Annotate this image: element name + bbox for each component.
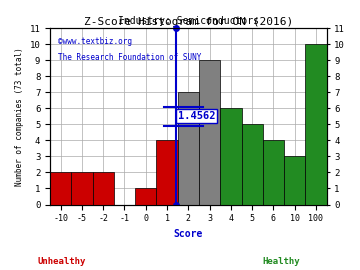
Bar (305, 44, 327, 204)
Text: Healthy: Healthy (262, 257, 300, 266)
Text: 1.4562: 1.4562 (178, 111, 215, 121)
Text: The Research Foundation of SUNY: The Research Foundation of SUNY (58, 53, 202, 62)
Bar (178, 92, 199, 204)
Text: Industry: Semiconductors: Industry: Semiconductors (118, 16, 259, 26)
Bar (199, 60, 220, 204)
Bar (93, 173, 114, 204)
Text: Unhealthy: Unhealthy (37, 257, 85, 266)
Bar (50, 173, 71, 204)
Bar (156, 140, 178, 204)
Bar (71, 173, 93, 204)
Bar (284, 156, 305, 204)
X-axis label: Score: Score (174, 229, 203, 239)
Bar (220, 108, 242, 204)
Title: Z-Score Histogram for ON (2016): Z-Score Histogram for ON (2016) (84, 18, 293, 28)
Bar (135, 188, 156, 204)
Bar (263, 140, 284, 204)
Bar (242, 124, 263, 204)
Y-axis label: Number of companies (73 total): Number of companies (73 total) (15, 47, 24, 186)
Text: ©www.textbiz.org: ©www.textbiz.org (58, 37, 132, 46)
